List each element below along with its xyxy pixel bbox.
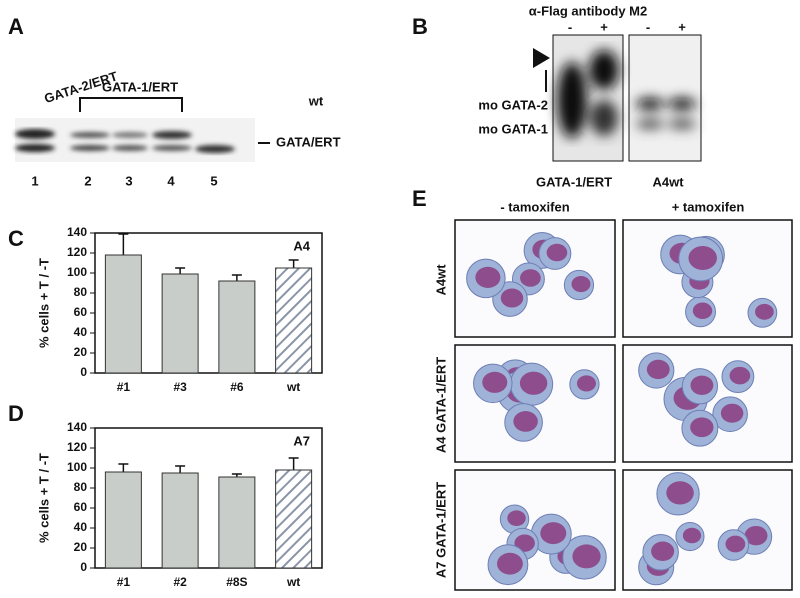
nucleus bbox=[690, 417, 714, 438]
nucleus bbox=[666, 481, 694, 505]
nucleus bbox=[514, 534, 535, 552]
bar bbox=[161, 472, 199, 569]
nucleus bbox=[475, 266, 501, 288]
sign: + bbox=[678, 19, 686, 34]
y-tick-label: 120 bbox=[67, 245, 87, 259]
nucleus bbox=[720, 403, 744, 423]
y-tick-label: 80 bbox=[74, 285, 88, 299]
nucleus bbox=[755, 303, 774, 320]
annotation: A7 bbox=[293, 433, 310, 448]
bar bbox=[104, 471, 142, 569]
y-tick-label: 40 bbox=[74, 325, 88, 339]
nucleus bbox=[500, 288, 524, 308]
y-axis-label: % cells + T / -T bbox=[36, 453, 51, 543]
panel-label: B bbox=[412, 14, 428, 39]
lane-group-label: A4wt bbox=[652, 174, 684, 189]
annotation: A4 bbox=[293, 238, 310, 253]
y-tick-label: 0 bbox=[80, 560, 87, 574]
y-axis-label: % cells + T / -T bbox=[36, 258, 51, 348]
nucleus bbox=[513, 411, 538, 432]
panel-label: E bbox=[412, 186, 427, 211]
nucleus bbox=[692, 302, 713, 319]
y-tick-label: 20 bbox=[74, 540, 88, 554]
column-header: - tamoxifen bbox=[500, 199, 569, 214]
x-tick-label: #1 bbox=[117, 575, 131, 589]
band-label: mo GATA-2 bbox=[478, 97, 548, 112]
lane-label: 1 bbox=[31, 173, 38, 188]
y-tick-label: 100 bbox=[67, 265, 87, 279]
bar bbox=[104, 254, 142, 374]
column-header: + tamoxifen bbox=[672, 199, 745, 214]
panel-label: A bbox=[8, 14, 24, 39]
y-tick-label: 0 bbox=[80, 365, 87, 379]
bar bbox=[161, 273, 199, 374]
x-tick-label: wt bbox=[286, 380, 300, 394]
bracket bbox=[79, 97, 183, 112]
y-tick-label: 140 bbox=[67, 225, 87, 239]
nucleus bbox=[540, 522, 567, 545]
y-tick-label: 60 bbox=[74, 305, 88, 319]
nucleus bbox=[546, 243, 568, 262]
nucleus bbox=[519, 371, 548, 395]
blot-group-label: wt bbox=[308, 93, 324, 108]
nucleus bbox=[572, 544, 601, 569]
x-tick-label: #6 bbox=[230, 380, 244, 394]
lane-label: 4 bbox=[167, 173, 175, 188]
x-tick-label: #1 bbox=[117, 380, 131, 394]
nucleus bbox=[690, 375, 714, 395]
y-tick-label: 20 bbox=[74, 345, 88, 359]
blot-group-label: GATA-1/ERT bbox=[102, 79, 178, 94]
lane-label: 3 bbox=[125, 173, 132, 188]
x-tick-label: #8S bbox=[226, 575, 247, 589]
row-label: A4 GATA-1/ERT bbox=[433, 357, 448, 453]
arrowhead bbox=[533, 48, 550, 68]
gel-image bbox=[552, 34, 702, 162]
nucleus bbox=[507, 510, 526, 526]
y-tick-label: 100 bbox=[67, 460, 87, 474]
bar bbox=[218, 476, 256, 569]
nucleus bbox=[729, 366, 751, 385]
sign: - bbox=[646, 19, 650, 34]
x-tick-label: #3 bbox=[173, 380, 187, 394]
band-label: GATA/ERT bbox=[276, 134, 341, 149]
nucleus bbox=[482, 371, 508, 393]
bar bbox=[275, 469, 313, 569]
sign: - bbox=[568, 19, 572, 34]
x-tick-label: wt bbox=[286, 575, 300, 589]
nucleus bbox=[646, 359, 670, 380]
row-label: A4wt bbox=[433, 264, 448, 296]
y-tick-label: 60 bbox=[74, 500, 88, 514]
lane-group-label: GATA-1/ERT bbox=[536, 174, 612, 189]
blot-image bbox=[15, 118, 255, 162]
nucleus bbox=[744, 525, 768, 546]
panel-label: D bbox=[8, 401, 24, 426]
x-tick-label: #2 bbox=[173, 575, 187, 589]
y-tick-label: 80 bbox=[74, 480, 88, 494]
band-label: mo GATA-1 bbox=[478, 121, 548, 136]
micrographs bbox=[454, 219, 793, 591]
nucleus bbox=[725, 535, 746, 553]
lane-label: 5 bbox=[210, 173, 217, 188]
lane-label: 2 bbox=[84, 173, 91, 188]
y-tick-label: 140 bbox=[67, 420, 87, 434]
nucleus bbox=[520, 269, 541, 287]
y-tick-label: 120 bbox=[67, 440, 87, 454]
plot-frame bbox=[94, 427, 323, 569]
nucleus bbox=[651, 541, 675, 562]
nucleus bbox=[682, 527, 702, 544]
nucleus bbox=[688, 245, 717, 271]
plot-frame bbox=[94, 232, 323, 374]
nucleus bbox=[576, 375, 596, 392]
nucleus bbox=[571, 275, 591, 293]
row-label: A7 GATA-1/ERT bbox=[433, 482, 448, 578]
blot-header: α-Flag antibody M2 bbox=[529, 3, 648, 18]
sign: + bbox=[600, 19, 608, 34]
nucleus bbox=[497, 552, 523, 575]
bar bbox=[275, 267, 313, 374]
y-tick-label: 40 bbox=[74, 520, 88, 534]
bar bbox=[218, 280, 256, 374]
panel-label: C bbox=[8, 226, 24, 251]
